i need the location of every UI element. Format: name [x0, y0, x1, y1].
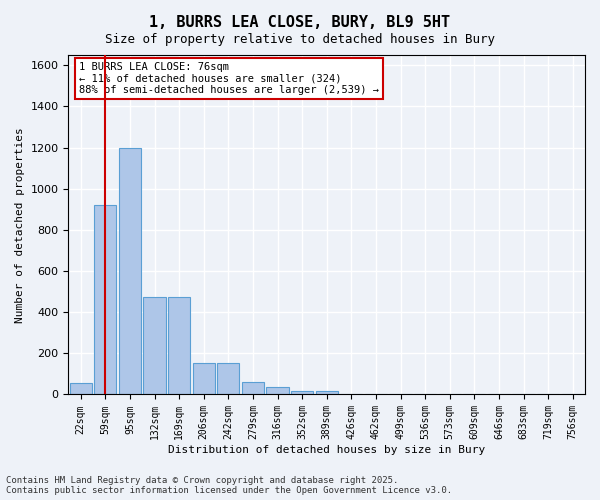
- Text: Size of property relative to detached houses in Bury: Size of property relative to detached ho…: [105, 32, 495, 46]
- Bar: [143, 296, 166, 394]
- Text: Contains HM Land Registry data © Crown copyright and database right 2025.
Contai: Contains HM Land Registry data © Crown c…: [6, 476, 452, 495]
- Bar: [119, 148, 141, 394]
- Bar: [291, 392, 313, 394]
- Text: 1, BURRS LEA CLOSE, BURY, BL9 5HT: 1, BURRS LEA CLOSE, BURY, BL9 5HT: [149, 15, 451, 30]
- Bar: [242, 382, 264, 394]
- Bar: [266, 388, 289, 394]
- Bar: [94, 205, 116, 394]
- X-axis label: Distribution of detached houses by size in Bury: Distribution of detached houses by size …: [168, 445, 485, 455]
- Bar: [193, 362, 215, 394]
- Text: 1 BURRS LEA CLOSE: 76sqm
← 11% of detached houses are smaller (324)
88% of semi-: 1 BURRS LEA CLOSE: 76sqm ← 11% of detach…: [79, 62, 379, 95]
- Y-axis label: Number of detached properties: Number of detached properties: [15, 127, 25, 322]
- Bar: [168, 296, 190, 394]
- Bar: [316, 392, 338, 394]
- Bar: [70, 383, 92, 394]
- Bar: [217, 362, 239, 394]
